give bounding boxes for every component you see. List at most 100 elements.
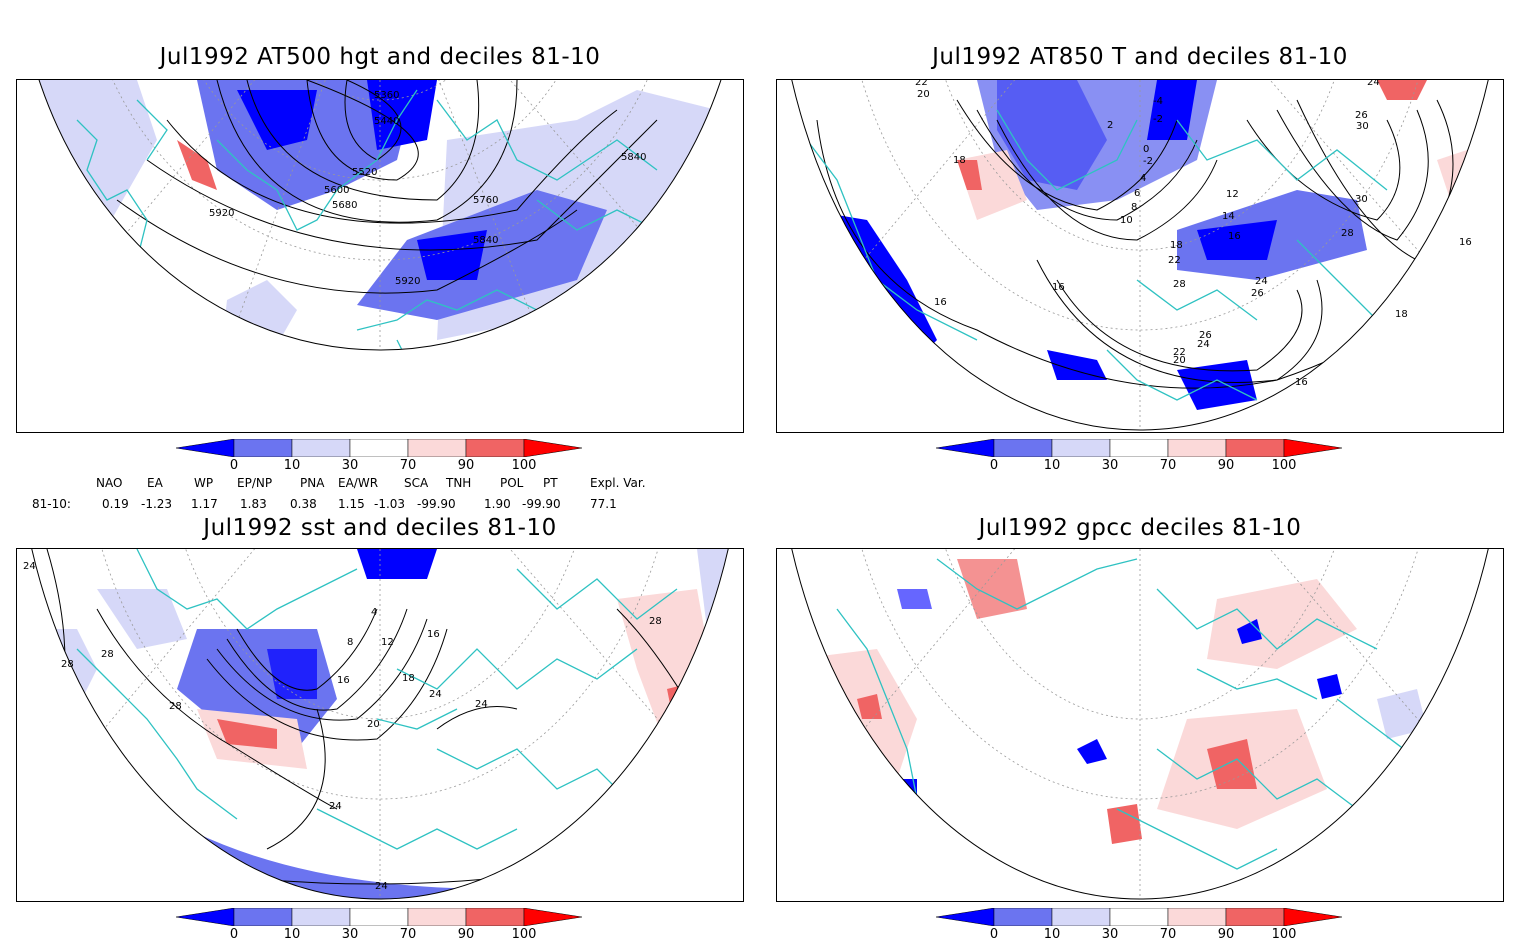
index-header: NAO xyxy=(96,476,123,490)
contour-label: 28 xyxy=(1341,228,1354,239)
colorbar-swatch xyxy=(1051,438,1111,458)
colorbar-swatch xyxy=(1109,907,1169,927)
contour-label: 5840 xyxy=(473,235,498,246)
index-value: -1.03 xyxy=(374,497,406,511)
index-value: 0.19 xyxy=(102,497,129,511)
index-value: 77.1 xyxy=(590,497,617,511)
index-header: WP xyxy=(194,476,214,490)
contour-label: 5920 xyxy=(395,276,420,287)
colorbar-tick: 70 xyxy=(1159,927,1177,942)
contour-label: 22 xyxy=(915,80,928,88)
colorbar-tick: 30 xyxy=(341,458,359,473)
contour-label: 24 xyxy=(429,689,442,700)
contour-label: 6 xyxy=(1134,188,1140,199)
contour-label: 12 xyxy=(1226,189,1239,200)
colorbar-swatch xyxy=(1283,438,1343,458)
colorbar-swatches xyxy=(175,438,583,458)
contour-label: 5920 xyxy=(209,208,234,219)
contour-label: 14 xyxy=(1222,211,1235,222)
contour-label: 8 xyxy=(1131,202,1137,213)
colorbar-tick: 0 xyxy=(989,458,999,473)
colorbar-tick: 0 xyxy=(989,927,999,942)
colorbar-t850: 0 10 30 70 90 100 xyxy=(935,438,1346,475)
colorbar-tick: 30 xyxy=(341,927,359,942)
sst-contour-labels: 24 28 28 16 20 24 28 24 4 8 12 16 18 24 … xyxy=(23,561,662,892)
contour-label: 30 xyxy=(1356,121,1369,132)
contour-label: 5600 xyxy=(324,185,349,196)
contour-label: 4 xyxy=(371,607,377,618)
index-header: EP/NP xyxy=(237,476,273,490)
colorbar-tick: 100 xyxy=(1271,458,1297,473)
contour-label: 5360 xyxy=(374,90,399,101)
colorbar-swatch xyxy=(407,907,467,927)
contour-label: 5520 xyxy=(352,167,377,178)
contour-label: 16 xyxy=(337,675,350,686)
colorbar-gpcc: 0 10 30 70 90 100 xyxy=(935,907,1346,942)
colorbar-tick: 100 xyxy=(511,458,537,473)
contour-label: 10 xyxy=(1120,215,1133,226)
contour-label: 26 xyxy=(1199,330,1212,341)
contour-label: 2 xyxy=(1107,120,1113,131)
index-value: 1.83 xyxy=(240,497,267,511)
contour-label: 24 xyxy=(329,801,342,812)
index-header: TNH xyxy=(446,476,472,490)
t850-contour-labels: 22 20 18 16 -4 -2 2 0 -2 4 6 8 10 12 14 … xyxy=(915,80,1472,388)
hgt-contour-labels: 5360 5440 5520 5600 5680 5760 5840 5920 … xyxy=(209,90,646,287)
map-hgt500: 5360 5440 5520 5600 5680 5760 5840 5920 … xyxy=(17,80,743,351)
colorbar-swatches xyxy=(935,438,1343,458)
colorbar-swatch xyxy=(993,907,1053,927)
colorbar-tick: 10 xyxy=(283,458,301,473)
colorbar-swatch xyxy=(1109,438,1169,458)
contour-label: 16 xyxy=(1228,231,1241,242)
contour-label: 20 xyxy=(367,719,380,730)
map-sst: 24 28 28 16 20 24 28 24 4 8 12 16 18 24 … xyxy=(17,549,743,900)
colorbar-tick: 10 xyxy=(1043,927,1061,942)
colorbar-swatch xyxy=(523,907,583,927)
colorbar-swatch xyxy=(1167,438,1227,458)
map-panel-gpcc xyxy=(776,548,1504,902)
contour-label: 26 xyxy=(1251,288,1264,299)
colorbar-tick: 10 xyxy=(1043,458,1061,473)
contour-label: 28 xyxy=(101,649,114,660)
map-t850: 22 20 18 16 -4 -2 2 0 -2 4 6 8 10 12 14 … xyxy=(777,80,1503,431)
colorbar-swatches xyxy=(935,907,1343,927)
index-header: PT xyxy=(543,476,558,490)
contour-label: 5680 xyxy=(332,200,357,211)
contour-label: 0 xyxy=(1143,144,1149,155)
colorbar-tick: 10 xyxy=(283,927,301,942)
index-header: PNA xyxy=(300,476,325,490)
colorbar-swatch xyxy=(1051,907,1111,927)
colorbar-tick: 0 xyxy=(229,927,239,942)
colorbar-swatch xyxy=(175,907,235,927)
colorbar-swatch xyxy=(1225,907,1285,927)
colorbar-tick: 90 xyxy=(457,927,475,942)
colorbar-tick: 70 xyxy=(399,927,417,942)
colorbar-swatch xyxy=(233,438,293,458)
contour-label: 18 xyxy=(953,155,966,166)
contour-label: 28 xyxy=(1173,279,1186,290)
colorbar-swatch xyxy=(935,907,995,927)
contour-label: 5760 xyxy=(473,195,498,206)
contour-label: -2 xyxy=(1143,156,1153,167)
colorbar-swatch xyxy=(175,438,235,458)
colorbar-swatch xyxy=(291,907,351,927)
index-value: -99.90 xyxy=(522,497,561,511)
contour-label: 24 xyxy=(1255,276,1268,287)
colorbar-tick: 0 xyxy=(229,458,239,473)
index-value: -1.23 xyxy=(141,497,173,511)
colorbar-tick: 100 xyxy=(1271,927,1297,942)
contour-label: 28 xyxy=(61,659,74,670)
map-panel-t850: 22 20 18 16 -4 -2 2 0 -2 4 6 8 10 12 14 … xyxy=(776,79,1504,433)
contour-label: 5440 xyxy=(374,116,399,127)
colorbar-swatch xyxy=(465,438,525,458)
colorbar-swatch xyxy=(523,438,583,458)
colorbar-tick: 70 xyxy=(1159,458,1177,473)
colorbar-swatch xyxy=(291,438,351,458)
contour-label: 18 xyxy=(1395,309,1408,320)
contour-label: 20 xyxy=(917,89,930,100)
contour-label: 24 xyxy=(475,699,488,710)
contour-label: 16 xyxy=(427,629,440,640)
contour-label: 24 xyxy=(1197,339,1210,350)
contour-label: 24 xyxy=(375,881,388,892)
map-gpcc xyxy=(777,549,1503,900)
